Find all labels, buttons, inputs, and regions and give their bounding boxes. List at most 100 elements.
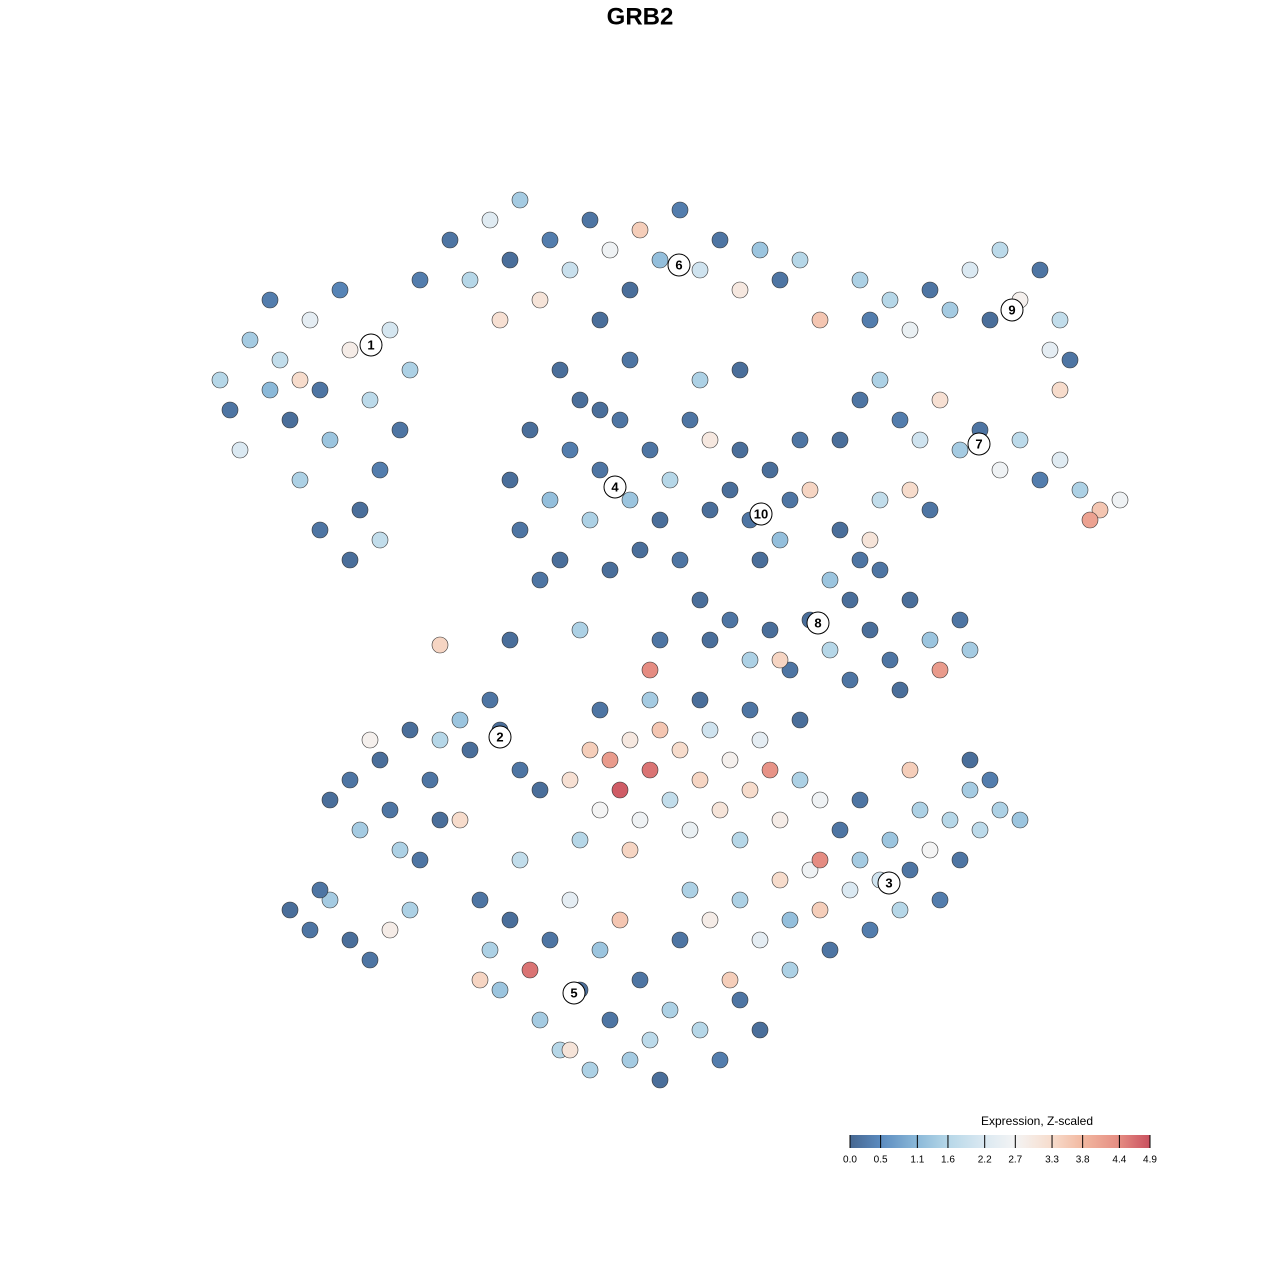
point bbox=[981, 771, 999, 789]
point bbox=[341, 771, 359, 789]
point bbox=[541, 231, 559, 249]
point bbox=[381, 801, 399, 819]
point bbox=[641, 1031, 659, 1049]
point bbox=[841, 881, 859, 899]
point bbox=[841, 671, 859, 689]
point bbox=[341, 931, 359, 949]
point bbox=[1051, 311, 1069, 329]
colorbar-tick-label: 0.5 bbox=[874, 1155, 888, 1166]
point bbox=[491, 981, 509, 999]
point bbox=[691, 261, 709, 279]
point bbox=[451, 711, 469, 729]
point bbox=[641, 761, 659, 779]
point bbox=[951, 441, 969, 459]
point bbox=[931, 391, 949, 409]
point bbox=[721, 611, 739, 629]
point bbox=[401, 721, 419, 739]
point bbox=[691, 691, 709, 709]
point bbox=[541, 491, 559, 509]
point bbox=[601, 241, 619, 259]
point bbox=[351, 821, 369, 839]
point bbox=[451, 811, 469, 829]
point bbox=[231, 441, 249, 459]
point bbox=[961, 751, 979, 769]
point bbox=[721, 971, 739, 989]
point bbox=[871, 491, 889, 509]
point bbox=[691, 591, 709, 609]
point bbox=[701, 911, 719, 929]
point bbox=[321, 791, 339, 809]
point bbox=[501, 631, 519, 649]
point bbox=[591, 311, 609, 329]
point bbox=[581, 511, 599, 529]
point bbox=[581, 1061, 599, 1079]
point bbox=[1031, 471, 1049, 489]
point bbox=[871, 371, 889, 389]
point bbox=[701, 501, 719, 519]
point bbox=[371, 531, 389, 549]
point bbox=[731, 891, 749, 909]
point bbox=[301, 311, 319, 329]
point bbox=[1031, 261, 1049, 279]
point bbox=[651, 511, 669, 529]
point bbox=[601, 751, 619, 769]
colorbar bbox=[850, 1135, 1150, 1148]
point bbox=[311, 381, 329, 399]
cluster-label: 6 bbox=[675, 257, 682, 272]
point bbox=[351, 501, 369, 519]
point bbox=[731, 281, 749, 299]
point bbox=[981, 311, 999, 329]
point bbox=[611, 411, 629, 429]
point bbox=[711, 801, 729, 819]
cluster-label-bg bbox=[806, 611, 830, 635]
point bbox=[691, 771, 709, 789]
point bbox=[511, 191, 529, 209]
point bbox=[471, 891, 489, 909]
point bbox=[991, 241, 1009, 259]
point bbox=[631, 811, 649, 829]
point bbox=[941, 301, 959, 319]
point bbox=[641, 691, 659, 709]
point bbox=[1091, 501, 1109, 519]
point bbox=[991, 801, 1009, 819]
colorbar-tick-label: 2.7 bbox=[1008, 1155, 1022, 1166]
point bbox=[531, 291, 549, 309]
point bbox=[371, 751, 389, 769]
cluster-label-bg bbox=[603, 475, 627, 499]
colorbar-tick-label: 1.6 bbox=[941, 1155, 955, 1166]
colorbar-tick-label: 2.2 bbox=[978, 1155, 992, 1166]
point bbox=[861, 621, 879, 639]
point bbox=[661, 1001, 679, 1019]
point bbox=[851, 551, 869, 569]
point bbox=[771, 271, 789, 289]
point bbox=[481, 941, 499, 959]
point bbox=[901, 761, 919, 779]
point bbox=[931, 661, 949, 679]
point bbox=[701, 631, 719, 649]
point bbox=[791, 431, 809, 449]
point bbox=[971, 821, 989, 839]
cluster-label: 10 bbox=[754, 506, 768, 521]
point bbox=[811, 311, 829, 329]
point bbox=[1071, 481, 1089, 499]
point bbox=[961, 781, 979, 799]
point bbox=[471, 971, 489, 989]
point bbox=[621, 731, 639, 749]
point bbox=[481, 691, 499, 709]
point bbox=[851, 271, 869, 289]
point bbox=[621, 351, 639, 369]
point bbox=[641, 441, 659, 459]
point bbox=[821, 941, 839, 959]
point bbox=[511, 521, 529, 539]
point bbox=[591, 401, 609, 419]
point bbox=[281, 411, 299, 429]
chart-title: GRB2 bbox=[607, 3, 674, 30]
point bbox=[641, 661, 659, 679]
point bbox=[531, 781, 549, 799]
point bbox=[681, 411, 699, 429]
point bbox=[761, 461, 779, 479]
point bbox=[901, 591, 919, 609]
point bbox=[711, 1051, 729, 1069]
cluster-label-bg bbox=[488, 725, 512, 749]
